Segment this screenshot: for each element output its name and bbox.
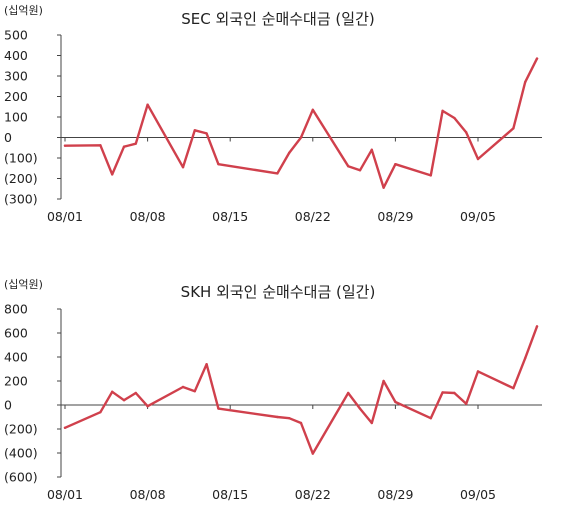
skh-chart: SKH 외국인 순매수대금 (일간) (십억원) 800 600 400 200 0 (200… (0, 262, 569, 513)
sec-data-point (370, 148, 373, 151)
skh-y-tick-label: 600 (4, 326, 28, 341)
sec-data-point (111, 173, 114, 176)
skh-data-point (205, 363, 208, 366)
sec-y-tick-label: (300) (4, 192, 38, 207)
sec-data-point (512, 127, 515, 130)
skh-data-point (524, 357, 527, 360)
sec-data-point (453, 116, 456, 120)
sec-y-tick-label: (200) (4, 171, 38, 186)
skh-data-point (476, 370, 480, 373)
skh-data-point (465, 402, 468, 405)
skh-data-point (122, 399, 126, 402)
skh-x-tick-label: 09/05 (460, 487, 496, 502)
skh-data-point (99, 411, 102, 414)
skh-y-tick-label: 800 (4, 302, 28, 317)
sec-x-tick-label: 08/08 (130, 209, 166, 224)
sec-x-tick-label: 09/05 (460, 209, 496, 224)
sec-data-point (146, 103, 149, 106)
sec-x-tick-label: 08/22 (295, 209, 331, 224)
sec-data-point (358, 169, 362, 172)
skh-y-tick-label: (600) (4, 470, 38, 485)
skh-x-tick-label: 08/01 (47, 487, 83, 502)
skh-data-point (441, 391, 444, 394)
skh-data-point (276, 415, 279, 419)
skh-data-point (146, 405, 149, 408)
skh-data-point (311, 452, 314, 455)
sec-data-point (311, 108, 314, 112)
skh-x-tick-label: 08/29 (377, 487, 413, 502)
sec-data-point (347, 165, 350, 168)
sec-data-point (535, 57, 539, 60)
sec-data-point (193, 129, 196, 132)
skh-y-tick-label: 0 (4, 398, 12, 413)
skh-x-tick-label: 08/08 (130, 487, 166, 502)
sec-y-tick-label: (100) (4, 151, 38, 166)
sec-x-tick-label: 08/01 (47, 209, 83, 224)
sec-y-tick-label: 100 (4, 110, 28, 125)
sec-data-point (181, 166, 185, 169)
sec-data-point (205, 132, 208, 135)
skh-series-line (63, 325, 539, 455)
sec-y-tick-label: 400 (4, 48, 28, 63)
sec-chart-svg: SEC 외국인 순매수대금 (일간) (십억원) 500 400 300 200 100 0 (… (4, 4, 542, 224)
sec-y-tick-label: 300 (4, 69, 28, 84)
skh-data-point (535, 325, 539, 328)
sec-data-point (63, 144, 67, 147)
sec-data-point (299, 136, 303, 139)
sec-y-tick-label: 500 (4, 28, 28, 43)
skh-y-tick-label: 400 (4, 350, 28, 365)
skh-unit-label: (십억원) (4, 278, 43, 291)
sec-series-line (63, 57, 539, 189)
sec-chart: SEC 외국인 순매수대금 (일간) (십억원) 500 400 300 200 100 0 (… (0, 0, 569, 250)
sec-y-tick-label: 200 (4, 89, 28, 104)
skh-data-point (181, 385, 185, 389)
skh-data-point (347, 391, 350, 395)
skh-y-tick-label: (400) (4, 446, 38, 461)
sec-x-tick-label: 08/15 (212, 209, 248, 224)
sec-chart-title: SEC 외국인 순매수대금 (일간) (181, 10, 374, 28)
sec-data-point (394, 162, 397, 166)
skh-chart-title: SKH 외국인 순매수대금 (일간) (181, 283, 376, 301)
skh-data-point (370, 421, 373, 425)
skh-data-point (193, 390, 196, 393)
sec-data-point (382, 186, 385, 189)
skh-data-point (299, 421, 303, 425)
sec-data-point (524, 80, 527, 84)
skh-data-point (394, 400, 397, 404)
sec-data-point (134, 142, 137, 145)
sec-data-point (465, 131, 468, 134)
skh-data-point (382, 379, 385, 383)
skh-chart-svg: SKH 외국인 순매수대금 (일간) (십억원) 800 600 400 200 0 (200… (4, 278, 542, 502)
sec-data-point (441, 109, 444, 113)
skh-y-tick-label: 200 (4, 374, 28, 389)
skh-x-tick-label: 08/22 (295, 487, 331, 502)
sec-unit-label: (십억원) (4, 4, 43, 17)
sec-data-point (429, 174, 432, 177)
skh-data-point (63, 426, 67, 429)
skh-y-tick-label: (200) (4, 422, 38, 437)
sec-data-point (99, 144, 102, 147)
sec-data-point (288, 151, 291, 155)
sec-x-tick-label: 08/29 (377, 209, 413, 224)
skh-data-point (134, 391, 137, 395)
skh-data-point (429, 417, 432, 420)
sec-data-point (476, 157, 480, 161)
skh-data-point (358, 407, 362, 410)
sec-data-point (122, 145, 126, 148)
sec-y-tick-label: 0 (4, 130, 12, 145)
skh-data-point (111, 390, 114, 393)
skh-data-point (288, 417, 291, 420)
skh-x-tick-label: 08/15 (212, 487, 248, 502)
sec-data-point (217, 162, 220, 166)
sec-data-point (276, 172, 279, 175)
skh-data-point (512, 387, 515, 390)
skh-data-point (217, 407, 220, 410)
skh-data-point (453, 391, 456, 395)
